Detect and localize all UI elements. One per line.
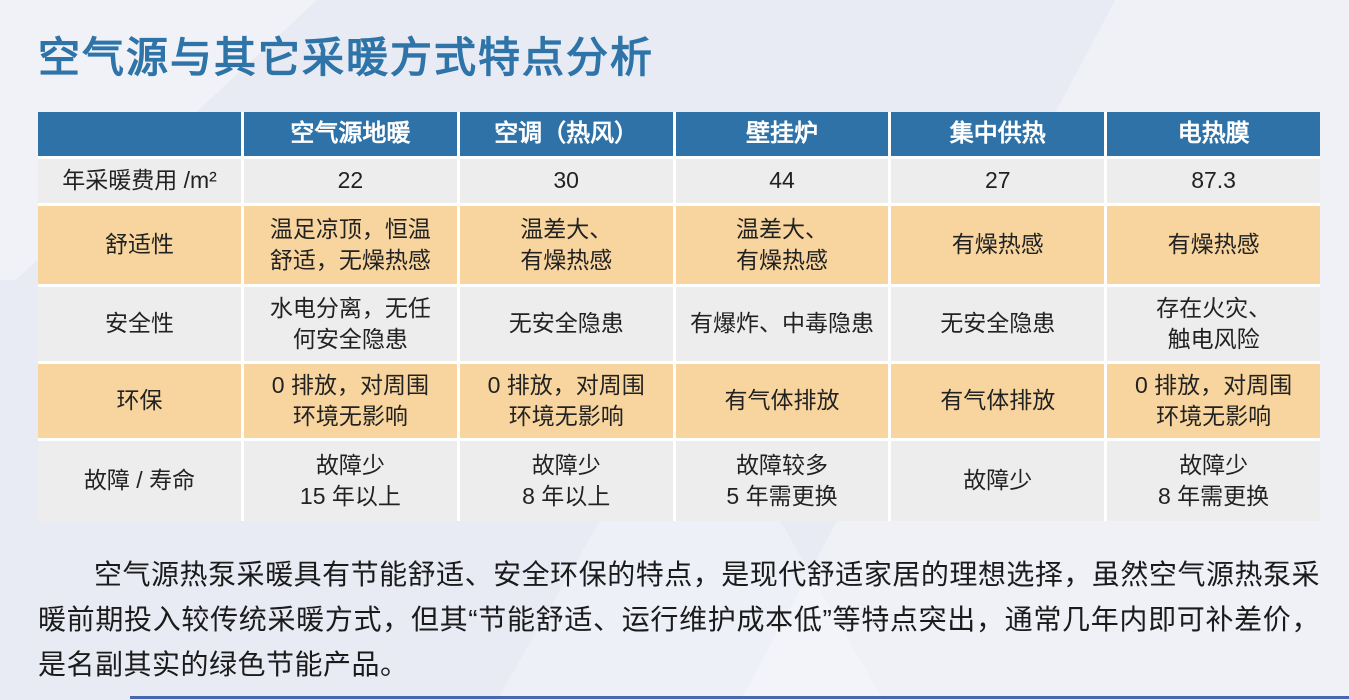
table-cell: 故障少 15 年以上	[244, 441, 457, 521]
table-cell: 温差大、 有燥热感	[459, 206, 673, 284]
table-cell: 87.3	[1107, 159, 1320, 203]
table-header-air-conditioner: 空调（热风）	[459, 112, 673, 156]
table-cell: 温差大、 有燥热感	[675, 206, 889, 284]
page-title: 空气源与其它采暖方式特点分析	[38, 34, 655, 81]
table-cell: 有爆炸、中毒隐患	[675, 287, 889, 361]
table-cell: 故障少	[891, 441, 1105, 521]
table-header-central-heating: 集中供热	[891, 112, 1105, 156]
footer-divider-line	[130, 696, 1349, 699]
row-label-comfort: 舒适性	[38, 206, 241, 284]
table-cell: 27	[891, 159, 1105, 203]
table-cell: 30	[459, 159, 673, 203]
heating-comparison-table: 空气源地暖 空调（热风） 壁挂炉 集中供热 电热膜 年采暖费用 /m² 22 3…	[38, 112, 1320, 521]
table-cell: 44	[675, 159, 889, 203]
summary-paragraph: 空气源热泵采暖具有节能舒适、安全环保的特点，是现代舒适家居的理想选择，虽然空气源…	[38, 559, 1320, 680]
row-label-annual-cost: 年采暖费用 /m²	[38, 159, 241, 203]
table-cell: 有气体排放	[675, 364, 889, 438]
table-cell: 有燥热感	[891, 206, 1105, 284]
table-cell: 故障少 8 年需更换	[1107, 441, 1320, 521]
table-cell: 22	[244, 159, 457, 203]
table-header-electric-film: 电热膜	[1107, 112, 1320, 156]
table-cell: 0 排放，对周围 环境无影响	[244, 364, 457, 438]
table-cell: 故障较多 5 年需更换	[675, 441, 889, 521]
row-label-environmental: 环保	[38, 364, 241, 438]
table-header-air-source-floor-heating: 空气源地暖	[244, 112, 457, 156]
table-cell: 无安全隐患	[459, 287, 673, 361]
table-cell: 水电分离，无任 何安全隐患	[244, 287, 457, 361]
table-cell: 有气体排放	[891, 364, 1105, 438]
table-header-wall-boiler: 壁挂炉	[675, 112, 889, 156]
table-cell: 无安全隐患	[891, 287, 1105, 361]
row-label-failure-lifespan: 故障 / 寿命	[38, 441, 241, 521]
table-cell: 0 排放，对周围 环境无影响	[459, 364, 673, 438]
table-cell: 有燥热感	[1107, 206, 1320, 284]
table-cell: 0 排放，对周围 环境无影响	[1107, 364, 1320, 438]
table-header-blank	[38, 112, 241, 156]
table-cell: 存在火灾、 触电风险	[1107, 287, 1320, 361]
row-label-safety: 安全性	[38, 287, 241, 361]
table-cell: 故障少 8 年以上	[459, 441, 673, 521]
table-cell: 温足凉顶，恒温 舒适，无燥热感	[244, 206, 457, 284]
